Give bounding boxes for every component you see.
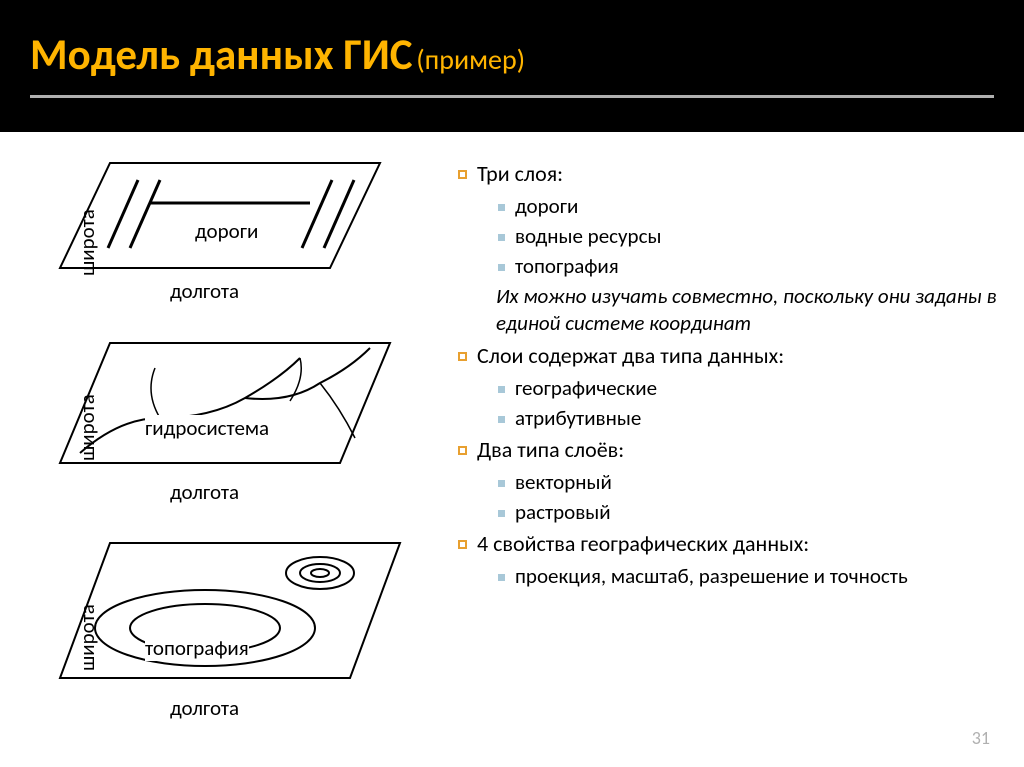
bullet-l2: топография [498, 253, 1004, 280]
layer-roads: широта дороги долгота [10, 148, 430, 323]
text-column: Три слоя: дороги водные ресурсы топография И… [440, 132, 1024, 767]
small-square-icon [498, 480, 505, 487]
small-square-icon [498, 386, 505, 393]
slide-header: Модель данных ГИС (пример) [0, 0, 1024, 132]
header-divider [30, 95, 994, 98]
square-bullet-icon [458, 352, 467, 361]
small-square-icon [498, 204, 505, 211]
layer-topo: широта топография долгота [10, 523, 430, 733]
diagram-column: широта дороги долгота широта [0, 132, 440, 767]
topo-label: топография [145, 635, 249, 661]
bullet-l1: Три слоя: [458, 160, 1004, 189]
bullet-l2: географические [498, 375, 1004, 402]
title-sub: (пример) [416, 42, 525, 77]
hydro-label: гидросистема [145, 415, 269, 441]
bullet-text: водные ресурсы [515, 223, 661, 249]
bullet-l2: растровый [498, 499, 1004, 526]
square-bullet-icon [458, 446, 467, 455]
title-main: Модель данных ГИС [30, 28, 413, 81]
page-number: 31 [972, 727, 990, 749]
square-bullet-icon [458, 540, 467, 549]
topo-svg [10, 523, 410, 713]
hydro-svg [10, 323, 410, 503]
xlabel-topo: долгота [170, 695, 239, 721]
small-square-icon [498, 510, 505, 517]
small-square-icon [498, 416, 505, 423]
bullet-text: 4 свойства географических данных: [477, 530, 809, 557]
bullet-l2: векторный [498, 469, 1004, 496]
slide-content: широта дороги долгота широта [0, 132, 1024, 767]
roads-label: дороги [195, 218, 258, 244]
small-square-icon [498, 234, 505, 241]
small-square-icon [498, 574, 505, 581]
bullet-text: Два типа слоёв: [477, 436, 624, 463]
bullet-text: проекция, масштаб, разрешение и точность [515, 563, 908, 589]
bullet-l2: водные ресурсы [498, 223, 1004, 250]
bullet-text: Слои содержат два типа данных: [477, 342, 784, 369]
bullet-l1: Два типа слоёв: [458, 436, 1004, 465]
italic-note: Их можно изучать совместно, поскольку он… [496, 283, 1004, 336]
bullet-text: растровый [515, 499, 611, 525]
bullet-text: атрибутивные [515, 405, 641, 431]
bullet-l1: Слои содержат два типа данных: [458, 342, 1004, 371]
bullet-list: Три слоя: дороги водные ресурсы топография И… [450, 160, 1004, 590]
bullet-text: географические [515, 375, 657, 401]
xlabel-hydro: долгота [170, 479, 239, 505]
bullet-text: векторный [515, 469, 612, 495]
bullet-l2: атрибутивные [498, 405, 1004, 432]
xlabel-roads: долгота [170, 278, 239, 304]
bullet-l2: дороги [498, 193, 1004, 220]
bullet-l1: 4 свойства географических данных: [458, 530, 1004, 559]
bullet-text: Три слоя: [477, 160, 563, 187]
bullet-text: топография [515, 253, 619, 279]
layer-hydro: широта гидросистема долгота [10, 323, 430, 523]
square-bullet-icon [458, 170, 467, 179]
bullet-l2: проекция, масштаб, разрешение и точность [498, 563, 1004, 590]
bullet-text: дороги [515, 193, 578, 219]
small-square-icon [498, 264, 505, 271]
